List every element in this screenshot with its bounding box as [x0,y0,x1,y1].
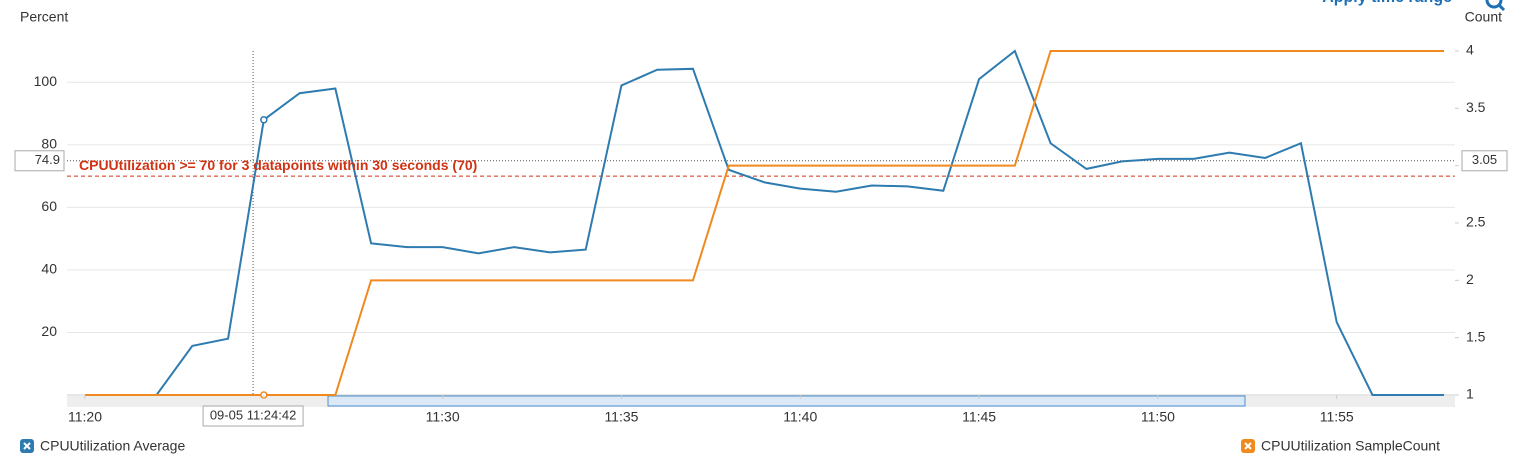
legend-icon-x [23,442,31,450]
y-tick-label: 60 [41,198,57,214]
x-tick-label: 11:45 [962,409,996,425]
y-tick-label: 20 [41,323,57,339]
crosshair-x-label-box [202,405,304,427]
legend-item[interactable]: CPUUtilization SampleCount [1241,438,1440,454]
x-tick-label: 11:50 [1141,409,1175,425]
y-tick-label: 100 [34,73,58,89]
hover-point [260,116,268,124]
threshold-label: CPUUtilization >= 70 for 3 datapoints wi… [79,157,477,173]
series-line [85,50,1444,396]
legend-icon-x [1244,442,1252,450]
zoom-icon[interactable] [1485,0,1506,12]
x-tick-label: 11:30 [426,409,460,425]
crosshair-y-label: 74.9 [35,152,60,167]
x-tick-label: 11:20 [68,409,102,425]
legend-label: CPUUtilization Average [40,438,185,454]
y-tick-label: 40 [41,261,57,277]
y2-tick-label: 4 [1466,42,1474,58]
navigator-handle[interactable] [327,395,1246,407]
crosshair-y-label-box [14,150,65,172]
x-tick-label: 11:40 [783,409,817,425]
y2-tick-label: 2.5 [1466,214,1486,230]
y2-tick-label: 1.5 [1466,328,1486,344]
crosshair-x-label: 09-05 11:24:42 [210,407,297,422]
crosshair-y2-label: 3.05 [1472,152,1497,167]
crosshair-y2-label-box [1461,150,1508,172]
x-tick-label: 11:55 [1320,409,1354,425]
legend-label: CPUUtilization SampleCount [1261,438,1440,454]
series-line [85,49,1444,396]
y2-tick-label: 3.5 [1466,99,1486,115]
y2-tick-label: 2 [1466,271,1474,287]
x-tick-label: 11:35 [604,409,638,425]
apply-time-range-link[interactable]: Apply time range [1322,0,1452,6]
y2-axis-title: Count [1465,9,1502,25]
y-axis-title: Percent [20,9,68,25]
y2-tick-label: 1 [1466,386,1474,402]
y-tick-label: 80 [41,136,57,152]
legend-item[interactable]: CPUUtilization Average [20,438,185,454]
